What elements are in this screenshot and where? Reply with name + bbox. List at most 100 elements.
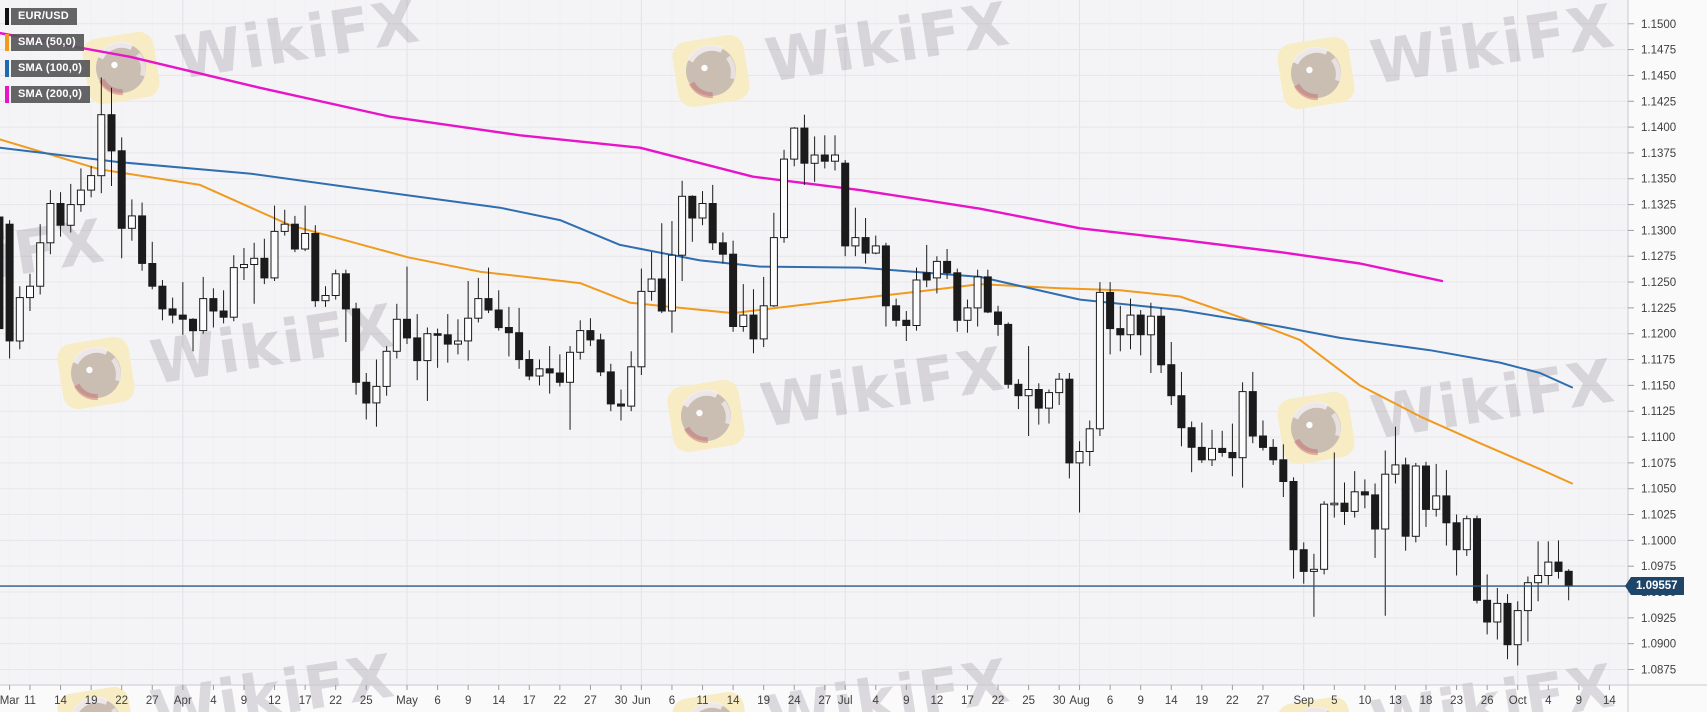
candle	[189, 318, 197, 352]
candle	[1442, 470, 1451, 546]
candle	[199, 276, 208, 334]
candle	[902, 311, 911, 341]
date-axis-label: 14	[1165, 695, 1178, 707]
candle	[739, 284, 748, 332]
sma-line-200	[0, 31, 1444, 283]
price-axis-label: 1.1025	[1641, 510, 1676, 522]
date-axis-label: 22	[553, 695, 566, 707]
candle	[464, 281, 473, 361]
candle	[1483, 574, 1492, 635]
candle	[1360, 479, 1369, 509]
candle	[1014, 379, 1023, 410]
wikifx-logo-icon	[672, 691, 750, 712]
date-axis-label: 17	[961, 695, 974, 707]
price-axis-label: 1.1375	[1641, 148, 1676, 160]
date-axis-label: 9	[465, 695, 471, 707]
candle	[881, 242, 890, 327]
last-price-value: 1.09557	[1636, 580, 1678, 592]
legend-item-sma200[interactable]: SMA (200,0)	[5, 86, 91, 103]
date-axis-label: Oct	[1509, 695, 1528, 707]
date-axis-label: 11	[697, 695, 709, 707]
date-axis-label: 9	[241, 695, 247, 707]
candle	[515, 307, 524, 369]
price-axis-label: 1.1450	[1641, 70, 1676, 82]
candle	[1055, 373, 1064, 405]
price-axis-label: 1.1175	[1641, 355, 1675, 367]
candle	[240, 248, 248, 280]
candle	[413, 314, 422, 381]
date-axis-label: 22	[329, 695, 342, 707]
candle	[973, 269, 982, 327]
date-axis-label: 9	[1576, 695, 1582, 707]
legend-item-sma50[interactable]: SMA (50,0)	[5, 34, 90, 51]
plot-area[interactable]	[0, 0, 1628, 685]
candle	[586, 318, 595, 347]
candle	[943, 249, 952, 279]
candle	[1228, 423, 1237, 477]
candle	[209, 288, 218, 328]
candle	[1381, 450, 1390, 616]
candle	[1473, 515, 1481, 604]
candle	[423, 327, 432, 401]
candle	[66, 183, 75, 233]
candle	[718, 232, 727, 264]
date-axis-label: May	[396, 695, 418, 707]
wikifx-logo-icon	[57, 336, 135, 410]
sma-line-100	[0, 146, 1573, 389]
date-axis-label: 9	[1137, 695, 1143, 707]
candle	[810, 136, 819, 182]
date-axis-label: 25	[1022, 695, 1035, 707]
wikifx-logo-icon	[1277, 391, 1355, 465]
candle	[1462, 515, 1471, 556]
price-axis-label: 1.1500	[1641, 19, 1676, 31]
candle	[576, 320, 585, 360]
date-axis-label: 12	[268, 695, 281, 707]
date-axis-label: 4	[873, 695, 880, 707]
candle	[535, 359, 544, 386]
candle	[1309, 553, 1318, 617]
price-axis-label: 1.1000	[1641, 535, 1676, 547]
candle	[1554, 540, 1563, 579]
candle	[1126, 298, 1135, 350]
price-axis-label: 1.1200	[1641, 329, 1676, 341]
legend-item-eurusd[interactable]: EUR/USD	[5, 8, 90, 25]
candle	[1493, 587, 1502, 640]
candle	[820, 135, 829, 169]
candle	[1422, 461, 1430, 527]
candle	[260, 238, 269, 285]
candle	[1401, 457, 1410, 551]
candle	[87, 166, 96, 198]
gridlines	[0, 0, 1628, 685]
candle	[688, 195, 697, 242]
legend-item-sma100[interactable]: SMA (100,0)	[5, 60, 91, 77]
price-axis: 1.1500 1.1475 1.1450 1.1425 1.1400 1.1375 1.13…	[1628, 19, 1676, 677]
candle	[708, 184, 717, 250]
candle	[372, 359, 381, 427]
candle	[994, 305, 1002, 336]
wikifx-logo-icon	[1277, 36, 1355, 110]
candle	[474, 277, 483, 323]
wikifx-logo-icon	[672, 34, 750, 108]
date-axis-label: 17	[299, 695, 312, 707]
candle	[698, 191, 707, 226]
date-axis-label: Apr	[174, 695, 192, 707]
candle	[545, 346, 554, 394]
candle	[617, 389, 625, 421]
candle	[1513, 601, 1522, 666]
candle	[56, 192, 65, 237]
candle	[97, 77, 106, 194]
candle	[1208, 429, 1216, 466]
candle	[922, 244, 931, 288]
date-axis-label: 6	[1107, 695, 1113, 707]
date-axis-label: 27	[1257, 695, 1270, 707]
candle	[138, 202, 147, 271]
date-axis-label: 19	[85, 695, 98, 707]
date-axis-label: 6	[669, 695, 675, 707]
candle	[148, 241, 157, 290]
candle	[749, 289, 758, 354]
candle	[158, 280, 167, 321]
price-axis-label: 1.1425	[1641, 96, 1676, 108]
candle	[107, 87, 116, 186]
candle	[1432, 463, 1441, 517]
